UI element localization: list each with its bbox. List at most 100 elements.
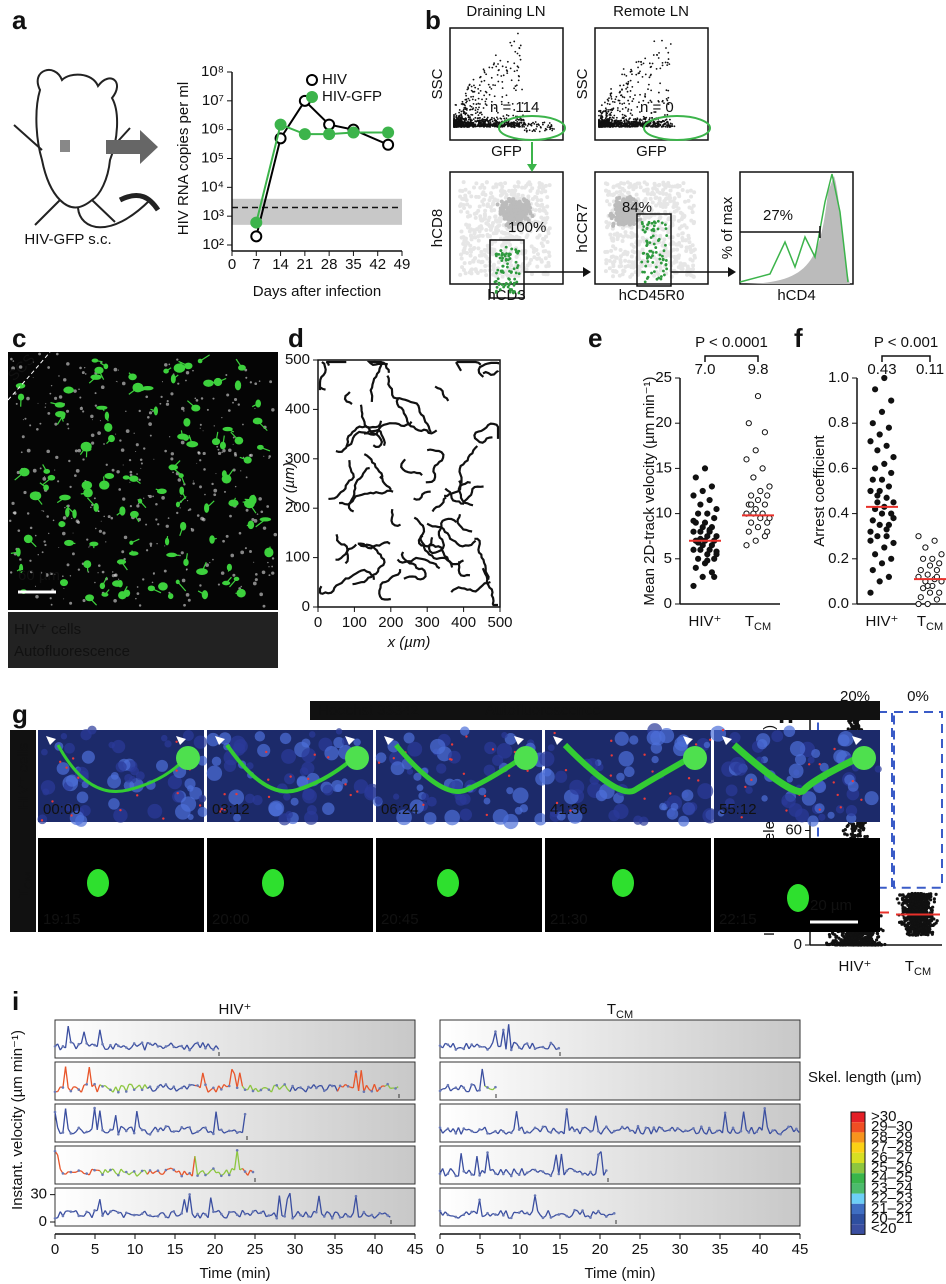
event	[486, 118, 488, 121]
trace-dot	[478, 1088, 481, 1092]
point	[690, 492, 697, 499]
trace-dot	[338, 1216, 342, 1219]
trace-dot	[525, 1171, 529, 1174]
event	[518, 125, 521, 128]
y-tick-label: 10⁸	[201, 63, 224, 80]
trace-segment	[152, 1215, 156, 1218]
event	[481, 98, 483, 101]
event	[518, 47, 521, 50]
trace-dot	[283, 1215, 286, 1218]
x-tick-label: 45	[407, 1241, 424, 1258]
trace-dot	[573, 1208, 576, 1212]
y-tick-label: 30	[30, 1186, 47, 1203]
trace-dot	[156, 1169, 160, 1173]
point	[929, 555, 936, 562]
event	[644, 93, 647, 95]
trace-dot	[132, 1131, 136, 1135]
cloud-dot	[928, 918, 932, 923]
event	[513, 40, 516, 43]
category-label-main: HIV⁺	[689, 613, 722, 630]
x-tick-label: 21	[297, 256, 314, 273]
x-tick-label: 40	[752, 1241, 769, 1258]
trace-dot	[164, 1215, 168, 1219]
trace-dot	[378, 1087, 382, 1090]
event	[513, 87, 516, 90]
cloud-dot	[927, 892, 931, 896]
event	[467, 86, 470, 89]
track	[450, 580, 491, 593]
cloud-dot	[909, 923, 914, 928]
point	[938, 551, 945, 558]
trace-dot	[747, 1131, 751, 1134]
trace-dot	[164, 1083, 168, 1086]
cloud-dot	[863, 931, 867, 936]
trace-dot	[196, 1174, 199, 1177]
event	[545, 128, 548, 131]
trace-dot	[164, 1168, 168, 1172]
event	[525, 127, 528, 130]
x-tick-label: 28	[321, 256, 338, 273]
event	[461, 100, 464, 103]
cloud-dot	[906, 932, 910, 936]
cloud-dot	[865, 834, 869, 839]
cloud-dot	[872, 940, 877, 945]
trace-segment	[490, 1088, 493, 1091]
point	[690, 546, 697, 553]
x-tick-label: 5	[476, 1241, 484, 1258]
event	[469, 119, 472, 122]
event	[505, 117, 508, 120]
point	[745, 528, 752, 535]
trace-dot	[148, 1169, 152, 1172]
trace-dot	[101, 1128, 104, 1132]
trace-dot	[117, 1173, 120, 1177]
trace-dot	[322, 1089, 326, 1093]
event	[490, 76, 493, 79]
event	[610, 96, 613, 98]
legend-marker	[306, 74, 318, 86]
trace-frame	[54, 1061, 416, 1101]
trace-dot	[204, 1046, 207, 1050]
cloud-dot	[920, 929, 924, 933]
event	[542, 123, 544, 126]
event	[480, 113, 483, 116]
event	[514, 50, 517, 53]
trace-dot	[509, 1174, 513, 1178]
trace-dot	[787, 1125, 790, 1129]
cloud-dot	[902, 921, 906, 926]
trace-dot	[454, 1086, 458, 1090]
y-tick-label: 0	[794, 936, 802, 953]
trace-dot	[101, 1173, 104, 1176]
trace-dot	[117, 1211, 120, 1214]
event	[460, 120, 462, 123]
cloud-dot	[852, 822, 856, 826]
trace-frame	[439, 1145, 801, 1185]
cloud-dot	[868, 938, 872, 942]
point	[915, 533, 922, 540]
track	[352, 542, 386, 586]
trace-dot	[148, 1085, 152, 1088]
trace-dot	[188, 1048, 191, 1052]
event	[510, 44, 513, 47]
trace-dot	[61, 1086, 65, 1089]
column-title: Remote LN	[613, 3, 689, 20]
trace-dot	[132, 1170, 136, 1173]
cloud-dot	[905, 894, 910, 899]
event	[510, 125, 513, 128]
event	[500, 117, 503, 120]
x-axis-title: Time (min)	[199, 1265, 270, 1282]
trace-dot	[533, 1194, 537, 1197]
cloud-dot	[836, 941, 840, 945]
cloud-dot	[841, 934, 845, 938]
point	[701, 465, 709, 472]
event	[535, 128, 537, 130]
trace-dot	[243, 1112, 247, 1116]
event	[496, 118, 499, 120]
trace-dot	[283, 1083, 286, 1086]
y-tick-label: 0.0	[828, 595, 849, 612]
point	[764, 528, 771, 535]
event	[468, 121, 470, 124]
point	[890, 499, 897, 506]
trace-dot	[446, 1083, 450, 1087]
point	[690, 517, 697, 524]
event	[485, 104, 488, 107]
